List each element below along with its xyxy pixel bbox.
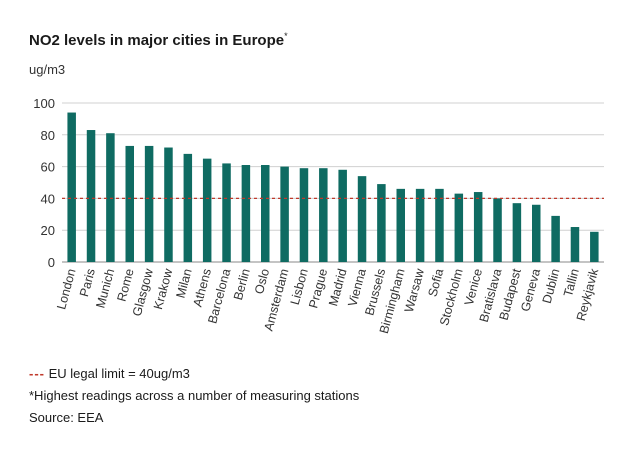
bar-chart: 020406080100LondonParisMunichRomeGlasgow… xyxy=(33,96,604,335)
bar xyxy=(241,165,251,262)
bar xyxy=(435,188,444,262)
bar xyxy=(183,153,193,262)
chart-title: NO2 levels in major cities in Europe* xyxy=(29,31,288,49)
y-tick-label: 100 xyxy=(33,96,55,111)
x-tick-label: Oslo xyxy=(252,267,272,295)
bar xyxy=(261,165,270,262)
x-tick-label: Dublin xyxy=(540,267,563,305)
legend: --- EU legal limit = 40ug/m3 xyxy=(29,366,190,381)
bar xyxy=(338,169,347,262)
x-tick-label: Berlin xyxy=(231,267,253,302)
bar xyxy=(473,192,483,262)
source-note: Source: EEA xyxy=(29,410,104,425)
bar xyxy=(86,130,96,262)
footnote: *Highest readings across a number of mea… xyxy=(29,388,360,403)
bar xyxy=(319,168,328,262)
x-tick-label: London xyxy=(54,267,78,311)
title-footnote-mark: * xyxy=(284,31,288,41)
bar xyxy=(144,145,154,262)
bar xyxy=(299,168,309,262)
bar xyxy=(551,215,560,262)
bar xyxy=(106,133,115,262)
x-tick-label: Milan xyxy=(173,267,194,300)
bar xyxy=(67,112,76,262)
x-tick-label: Tallin xyxy=(561,267,582,298)
y-tick-label: 20 xyxy=(41,223,55,238)
y-tick-label: 0 xyxy=(48,255,55,270)
bar xyxy=(202,158,212,262)
bar xyxy=(164,147,173,262)
y-axis-unit-label: ug/m3 xyxy=(29,62,66,77)
bar xyxy=(222,163,231,262)
x-tick-label: Sofia xyxy=(425,267,446,298)
bar xyxy=(396,188,405,262)
bar xyxy=(454,193,464,262)
y-tick-label: 80 xyxy=(41,128,55,143)
bar xyxy=(512,203,522,262)
bar xyxy=(125,145,134,262)
legend-label: EU legal limit = 40ug/m3 xyxy=(48,366,190,381)
legend-dashed-line-icon: --- xyxy=(29,366,45,381)
bar xyxy=(415,188,425,262)
bar xyxy=(590,231,599,262)
x-tick-label: Paris xyxy=(77,267,98,298)
bar xyxy=(280,166,289,262)
bar xyxy=(377,184,386,262)
bar xyxy=(357,176,367,262)
y-tick-label: 40 xyxy=(41,191,55,206)
bar xyxy=(570,227,580,262)
bar xyxy=(532,204,541,262)
bar xyxy=(493,198,502,262)
y-tick-label: 60 xyxy=(41,160,55,175)
